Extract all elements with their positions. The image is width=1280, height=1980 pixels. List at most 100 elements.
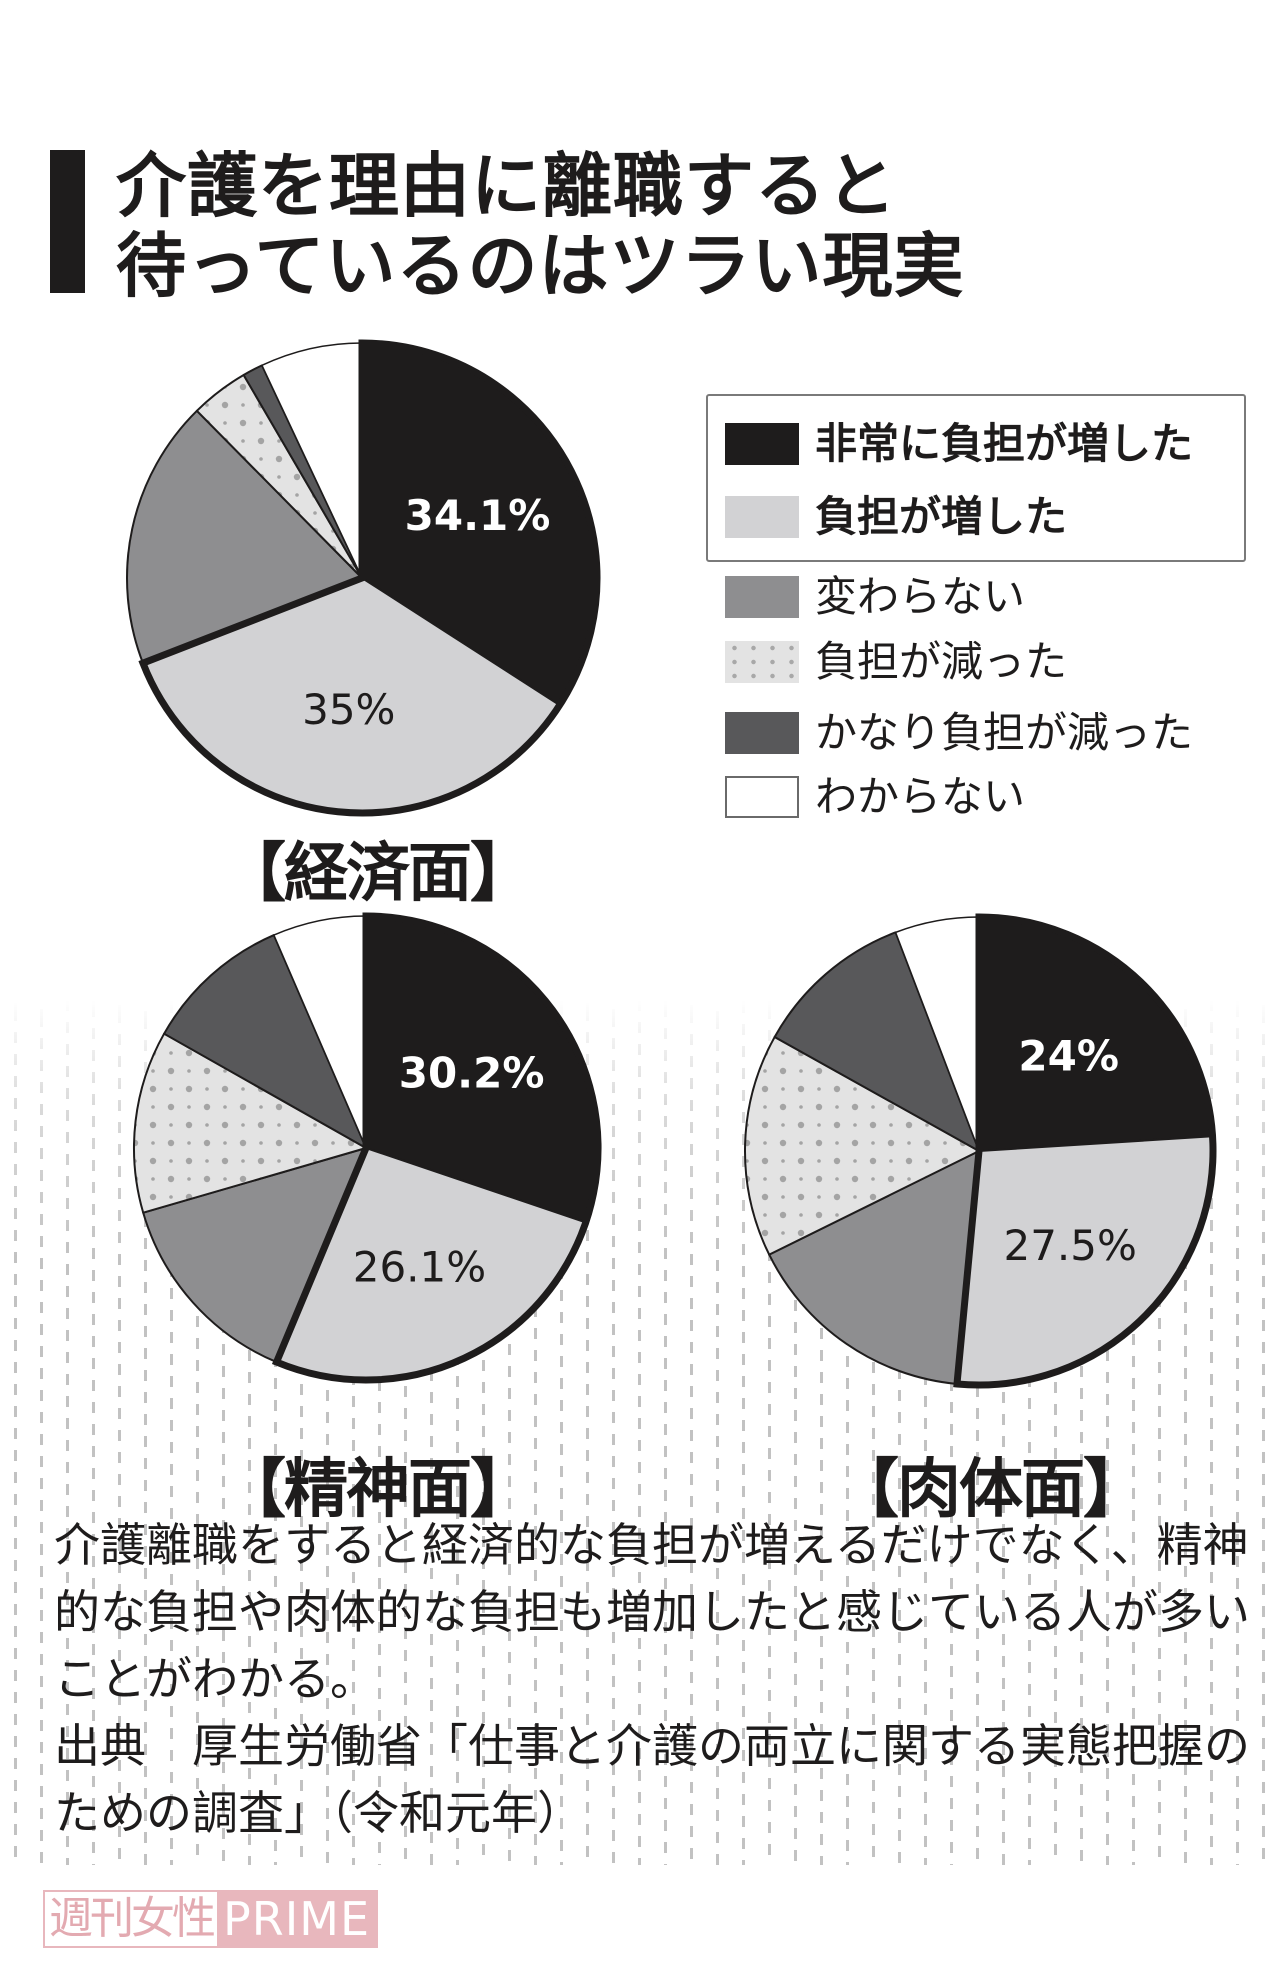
slice-value-label: 30.2% — [399, 1048, 545, 1097]
dash-column — [300, 1000, 303, 1865]
slice-value-label: 27.5% — [1003, 1221, 1136, 1270]
caption-text: 介護離職をすると経済的な負担が増えるだけでなく、精神 的な負担や肉体的な負担も増… — [54, 1512, 1269, 1847]
dash-column — [1028, 1000, 1031, 1865]
dash-column — [950, 1000, 953, 1865]
increased-group-outline — [953, 913, 1217, 1389]
dash-column — [170, 1000, 173, 1865]
legend-swatch-light-gray — [725, 496, 799, 538]
dash-column — [560, 1000, 563, 1865]
dash-column — [1002, 1000, 1005, 1865]
dash-column — [40, 1000, 43, 1865]
legend-label: 負担が増した — [815, 492, 1068, 541]
source-line-2: ための調査」（令和元年） — [54, 1786, 583, 1840]
dash-column — [690, 1000, 693, 1865]
dash-column — [118, 1000, 121, 1865]
legend-item-greatly-decreased: かなり負担が減った — [725, 710, 1193, 756]
dash-column — [976, 1000, 979, 1865]
slice-greatly-decreased — [773, 931, 980, 1152]
slice-value-label: 26.1% — [353, 1242, 486, 1291]
pie-mental: 30.2% 26.1% — [133, 912, 602, 1384]
dash-column — [430, 1000, 433, 1865]
legend-swatch-white — [725, 776, 799, 818]
dash-column — [1054, 1000, 1057, 1865]
slice-value-label: 24% — [1018, 1031, 1119, 1080]
dash-column — [144, 1000, 147, 1865]
dash-column — [326, 1000, 329, 1865]
dash-column — [352, 1000, 355, 1865]
dash-column — [1236, 1000, 1239, 1865]
dash-column — [612, 1000, 615, 1865]
dash-column — [846, 1000, 849, 1865]
increased-group-outline — [271, 912, 602, 1384]
dash-column — [924, 1000, 927, 1865]
dash-column — [820, 1000, 823, 1865]
dash-column — [794, 1000, 797, 1865]
pie-title-mental: 【精神面】 — [222, 1453, 534, 1527]
legend-item-decreased: 負担が減った — [725, 639, 1067, 685]
dash-column — [638, 1000, 641, 1865]
watermark-prime: PRIME — [217, 1892, 377, 1946]
watermark-brand: 週刊女性 — [45, 1892, 217, 1946]
legend-label: かなり負担が減った — [815, 708, 1194, 757]
watermark-logo: 週刊女性 PRIME — [43, 1890, 379, 1948]
legend-label: 非常に負担が増した — [815, 419, 1194, 468]
legend-swatch-dark-gray — [725, 712, 799, 754]
dash-column — [716, 1000, 719, 1865]
dashed-background — [0, 1000, 1280, 1865]
title-line-1: 介護を理由に離職すると — [116, 145, 897, 227]
dash-column — [1158, 1000, 1161, 1865]
legend-item-increased: 負担が増した — [725, 494, 1067, 540]
pie-title-physical: 【肉体面】 — [835, 1453, 1147, 1527]
dash-columns — [0, 1000, 1280, 1865]
source-line-1: 出典 厚生労働省「仕事と介護の両立に関する実態把握の — [54, 1719, 1250, 1773]
dash-column — [274, 1000, 277, 1865]
dash-column — [586, 1000, 589, 1865]
increased-group-outline — [138, 339, 601, 817]
dash-column — [222, 1000, 225, 1865]
title-line-2: 待っているのはツラい現実 — [116, 225, 965, 307]
slice-value-label: 35% — [302, 685, 395, 734]
dash-column — [508, 1000, 511, 1865]
dash-column — [92, 1000, 95, 1865]
pie-title-economic: 【経済面】 — [222, 837, 534, 911]
page-title: 介護を理由に離職すると 待っているのはツラい現実 — [116, 146, 965, 306]
legend-swatch-black — [725, 423, 799, 465]
dash-column — [378, 1000, 381, 1865]
caption-line-1: 介護離職をすると経済的な負担が増えるだけでなく、精神 — [54, 1518, 1249, 1572]
dash-column — [1210, 1000, 1213, 1865]
caption-line-3: ことがわかる。 — [54, 1652, 376, 1706]
dash-column — [534, 1000, 537, 1865]
dash-column — [456, 1000, 459, 1865]
legend-label: わからない — [815, 772, 1026, 821]
pie-economic: 34.1% 35% — [126, 339, 601, 817]
dash-column — [1080, 1000, 1083, 1865]
dash-column — [14, 1000, 17, 1865]
slice-value-label: 34.1% — [405, 491, 551, 540]
legend-swatch-gray — [725, 576, 799, 618]
slice-unchanged — [768, 1150, 980, 1385]
legend-label: 変わらない — [815, 572, 1026, 621]
dash-column — [482, 1000, 485, 1865]
dash-column — [1262, 1000, 1265, 1865]
dash-column — [404, 1000, 407, 1865]
legend-label: 負担が減った — [815, 637, 1068, 686]
legend-swatch-dotted — [725, 641, 799, 683]
legend-item-unknown: わからない — [725, 774, 1025, 820]
dash-column — [1184, 1000, 1187, 1865]
dash-column — [1106, 1000, 1109, 1865]
slice-greatly-decreased — [163, 934, 367, 1149]
dash-column — [66, 1000, 69, 1865]
legend-item-unchanged: 変わらない — [725, 574, 1025, 620]
dash-column — [664, 1000, 667, 1865]
dash-column — [248, 1000, 251, 1865]
dash-column — [768, 1000, 771, 1865]
dash-column — [872, 1000, 875, 1865]
dash-column — [742, 1000, 745, 1865]
title-accent-bar — [50, 150, 85, 293]
slice-decreased — [133, 1032, 367, 1214]
slice-unchanged — [142, 1147, 367, 1364]
dash-column — [196, 1000, 199, 1865]
slice-decreased — [744, 1035, 980, 1256]
caption-line-2: 的な負担や肉体的な負担も増加したと感じている人が多い — [54, 1585, 1250, 1639]
